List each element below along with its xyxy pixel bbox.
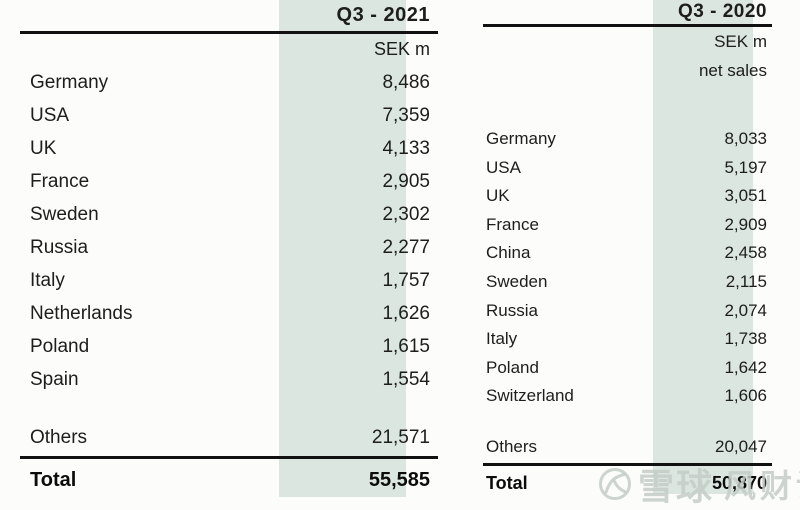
- highlight-column-band: [653, 0, 753, 494]
- country-label: Netherlands: [30, 303, 133, 325]
- unit-row: SEK m: [483, 28, 772, 56]
- table-row: Poland 1,615: [20, 331, 438, 364]
- net-sales-value: 3,051: [724, 186, 767, 206]
- net-sales-value: 2,909: [724, 214, 767, 234]
- table-row: Spain 1,554: [20, 364, 438, 397]
- highlight-column-band: [279, 0, 406, 497]
- total-label: Total: [486, 472, 528, 493]
- country-label: Germany: [30, 71, 109, 93]
- unit-row: net sales: [483, 57, 772, 85]
- net-sales-table-q3-2020: Q3 - 2020 SEK m net sales Germany 8,033 …: [483, 0, 772, 503]
- net-sales-value: 8,033: [724, 129, 767, 149]
- net-sales-value: 2,458: [724, 243, 767, 263]
- country-label: Russia: [30, 237, 89, 259]
- net-sales-value: 1,615: [382, 336, 430, 358]
- total-label: Total: [30, 468, 77, 491]
- table-row: China 2,458: [483, 239, 772, 268]
- total-value: 50,870: [711, 472, 767, 493]
- country-label: Spain: [30, 369, 79, 391]
- country-label: France: [30, 170, 90, 192]
- net-sales-value: 2,074: [724, 300, 767, 320]
- net-sales-value: 5,197: [724, 157, 767, 177]
- table-row: Italy 1,738: [483, 325, 772, 354]
- net-sales-value: 2,905: [382, 170, 430, 192]
- net-sales-caption: net sales: [698, 61, 767, 80]
- total-rule: [483, 463, 772, 466]
- header-rule: [20, 31, 438, 34]
- table-row: France 2,909: [483, 211, 772, 240]
- net-sales-value: 1,757: [382, 270, 430, 292]
- table-row: Italy 1,757: [20, 265, 438, 298]
- country-rows: Germany 8,033 USA 5,197 UK 3,051 France …: [483, 125, 772, 410]
- net-sales-value: 1,554: [382, 369, 430, 391]
- period-header: Q3 - 2021: [336, 4, 430, 26]
- table-row: Germany 8,486: [20, 66, 438, 99]
- country-rows: Germany 8,486 USA 7,359 UK 4,133 France …: [20, 66, 438, 397]
- country-label: USA: [486, 157, 521, 177]
- others-label: Others: [486, 437, 538, 456]
- period-header-row: Q3 - 2021: [20, 0, 438, 31]
- country-label: China: [486, 243, 531, 263]
- country-label: Poland: [486, 357, 539, 377]
- net-sales-value: 1,626: [382, 303, 430, 325]
- country-label: Russia: [486, 300, 538, 320]
- net-sales-value: 4,133: [382, 137, 430, 159]
- table-row: UK 4,133: [20, 132, 438, 165]
- others-value: 20,047: [715, 437, 767, 456]
- table-row: USA 7,359: [20, 99, 438, 132]
- country-label: UK: [486, 186, 510, 206]
- net-sales-table-q3-2021: Q3 - 2021 SEK m Germany 8,486 USA 7,359 …: [20, 0, 438, 503]
- others-value: 21,571: [371, 426, 430, 448]
- unit-row: SEK m: [20, 34, 438, 64]
- period-header: Q3 - 2020: [678, 1, 767, 22]
- period-header-row: Q3 - 2020: [483, 0, 772, 24]
- net-sales-value: 2,302: [382, 203, 430, 225]
- unit-label: SEK m: [714, 32, 767, 51]
- table-row: USA 5,197: [483, 154, 772, 183]
- others-label: Others: [30, 426, 88, 448]
- net-sales-value: 2,277: [382, 237, 430, 259]
- table-row: Poland 1,642: [483, 353, 772, 382]
- total-row: Total 55,585: [20, 460, 438, 500]
- table-row: Sweden 2,115: [483, 268, 772, 297]
- header-rule: [483, 24, 772, 27]
- country-label: UK: [30, 137, 57, 159]
- table-row: Sweden 2,302: [20, 198, 438, 231]
- net-sales-value: 1,738: [724, 329, 767, 349]
- total-value: 55,585: [368, 468, 430, 491]
- total-row: Total 50,870: [483, 466, 772, 500]
- table-row: Switzerland 1,606: [483, 382, 772, 411]
- net-sales-value: 2,115: [725, 272, 767, 291]
- table-row: Germany 8,033: [483, 125, 772, 154]
- others-row: Others 20,047: [483, 433, 772, 461]
- total-rule: [20, 456, 438, 459]
- country-label: Switzerland: [486, 386, 574, 406]
- country-label: Italy: [486, 329, 518, 349]
- table-row: UK 3,051: [483, 182, 772, 211]
- table-row: Netherlands 1,626: [20, 298, 438, 331]
- country-label: Germany: [486, 129, 556, 149]
- country-label: Sweden: [486, 272, 548, 291]
- table-row: Russia 2,277: [20, 231, 438, 264]
- country-label: USA: [30, 104, 70, 126]
- others-row: Others 21,571: [20, 421, 438, 454]
- table-row: Russia 2,074: [483, 296, 772, 325]
- net-sales-value: 1,606: [724, 386, 767, 406]
- country-label: France: [486, 214, 539, 234]
- country-label: Italy: [30, 270, 65, 292]
- country-label: Poland: [30, 336, 90, 358]
- net-sales-value: 8,486: [382, 71, 430, 93]
- table-row: France 2,905: [20, 165, 438, 198]
- country-label: Sweden: [30, 203, 99, 225]
- unit-label: SEK m: [373, 38, 430, 59]
- net-sales-value: 1,642: [724, 357, 767, 377]
- net-sales-value: 7,359: [382, 104, 430, 126]
